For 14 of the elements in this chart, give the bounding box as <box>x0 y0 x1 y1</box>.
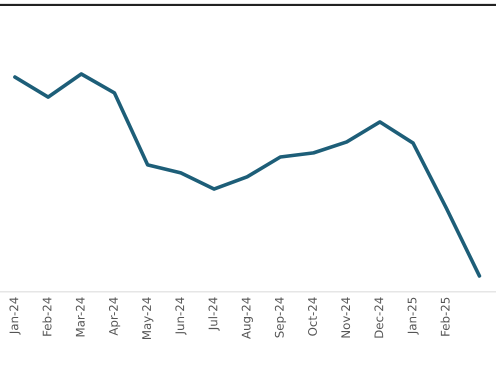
x-tick-label: Dec-24 <box>374 297 384 338</box>
x-tick-label: Mar-24 <box>76 297 85 336</box>
x-tick-label: Nov-24 <box>341 297 350 338</box>
x-tick-label: May-24 <box>142 297 154 340</box>
x-tick-label: Jan-25 <box>408 298 419 335</box>
x-tick-label: Feb-25 <box>440 298 450 336</box>
x-tick-label: Oct-24 <box>308 297 317 336</box>
x-tick-label: Aug-24 <box>242 297 253 339</box>
x-tick-label: Jul-24 <box>208 297 220 331</box>
x-tick-label: Jun-24 <box>175 297 186 336</box>
x-tick-label: Sep-24 <box>274 297 286 338</box>
x-tick-label: Apr-24 <box>108 297 120 336</box>
x-tick-label: Feb-24 <box>42 297 52 336</box>
x-tick-label: Jan-24 <box>9 297 21 335</box>
